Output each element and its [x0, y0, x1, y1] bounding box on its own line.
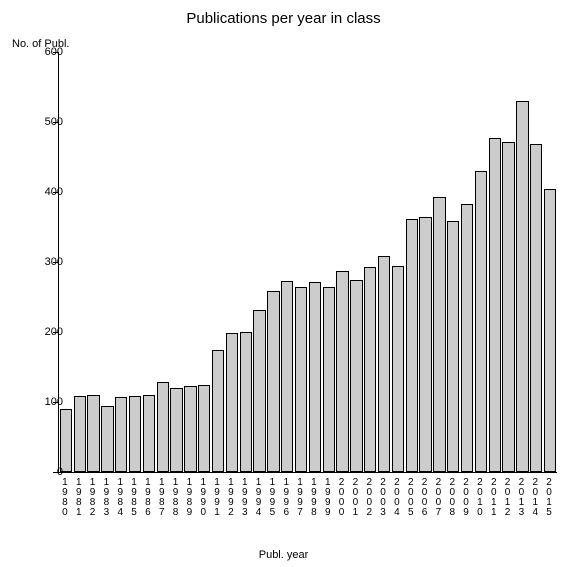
bar — [502, 142, 514, 472]
bar — [406, 219, 418, 472]
bar — [115, 397, 127, 472]
x-tick-label: 2015 — [545, 478, 553, 518]
x-tick-label: 1988 — [172, 478, 180, 518]
bars-group — [59, 52, 557, 472]
bar — [309, 282, 321, 472]
x-tick-label: 2014 — [531, 478, 539, 518]
x-tick-label: 1981 — [75, 478, 83, 518]
x-tick-label: 1991 — [213, 478, 221, 518]
x-tick-label: 1983 — [102, 478, 110, 518]
x-tick-label: 1986 — [144, 478, 152, 518]
x-tick-label: 2003 — [379, 478, 387, 518]
bar — [157, 382, 169, 472]
chart-container: Publications per year in class No. of Pu… — [0, 0, 567, 567]
x-tick-label: 2013 — [517, 478, 525, 518]
bar — [378, 256, 390, 472]
bar — [226, 333, 238, 472]
x-tick-label: 2008 — [448, 478, 456, 518]
bar — [87, 395, 99, 472]
y-tick-label: 500 — [45, 116, 63, 128]
x-tick-label: 2011 — [490, 478, 498, 518]
x-tick-label: 1999 — [324, 478, 332, 518]
bar — [281, 281, 293, 472]
bar — [419, 217, 431, 473]
bar — [516, 101, 528, 472]
bar — [295, 287, 307, 473]
chart-title: Publications per year in class — [0, 10, 567, 27]
plot-area — [58, 52, 557, 473]
bar — [143, 395, 155, 472]
x-tick-label: 2007 — [434, 478, 442, 518]
x-tick-label: 2004 — [393, 478, 401, 518]
bar — [350, 280, 362, 473]
x-tick-label: 1980 — [61, 478, 69, 518]
bar — [129, 396, 141, 472]
x-tick-label: 1990 — [199, 478, 207, 518]
x-tick-label: 1998 — [310, 478, 318, 518]
x-tick-label: 1994 — [255, 478, 263, 518]
y-tick-label: 200 — [45, 326, 63, 338]
x-tick-label: 1985 — [130, 478, 138, 518]
x-axis-label: Publ. year — [0, 549, 567, 561]
x-tick-label: 2010 — [476, 478, 484, 518]
bar — [198, 385, 210, 473]
x-tick-label: 1987 — [158, 478, 166, 518]
x-tick-label: 2000 — [338, 478, 346, 518]
bar — [475, 171, 487, 472]
x-tick-label: 1995 — [268, 478, 276, 518]
bar — [447, 221, 459, 472]
bar — [170, 388, 182, 472]
x-tick-label: 2001 — [351, 478, 359, 518]
x-tick-label: 1993 — [241, 478, 249, 518]
x-tick-label: 2005 — [407, 478, 415, 518]
x-tick-label: 2002 — [365, 478, 373, 518]
y-tick-label: 400 — [45, 186, 63, 198]
bar — [267, 291, 279, 472]
x-tick-label: 1997 — [296, 478, 304, 518]
y-tick-label: 300 — [45, 256, 63, 268]
bar — [74, 396, 86, 472]
x-tick-label: 1984 — [116, 478, 124, 518]
bar — [392, 266, 404, 472]
bar — [240, 332, 252, 472]
x-tick-label: 2012 — [504, 478, 512, 518]
bar — [364, 267, 376, 472]
bar — [336, 271, 348, 472]
y-tick-label: 600 — [45, 46, 63, 58]
bar — [101, 406, 113, 473]
bar — [433, 197, 445, 472]
bar — [323, 287, 335, 473]
bar — [184, 386, 196, 472]
bar — [544, 189, 556, 473]
bar — [489, 138, 501, 472]
bar — [60, 409, 72, 472]
bar — [253, 310, 265, 472]
bar — [461, 204, 473, 472]
x-tick-label: 2009 — [462, 478, 470, 518]
bar — [530, 144, 542, 472]
y-tick-label: 100 — [45, 396, 63, 408]
bar — [212, 350, 224, 473]
x-tick-label: 2006 — [421, 478, 429, 518]
x-tick-label: 1982 — [89, 478, 97, 518]
x-tick-label: 1996 — [282, 478, 290, 518]
x-tick-label: 1992 — [227, 478, 235, 518]
x-tick-label: 1989 — [185, 478, 193, 518]
